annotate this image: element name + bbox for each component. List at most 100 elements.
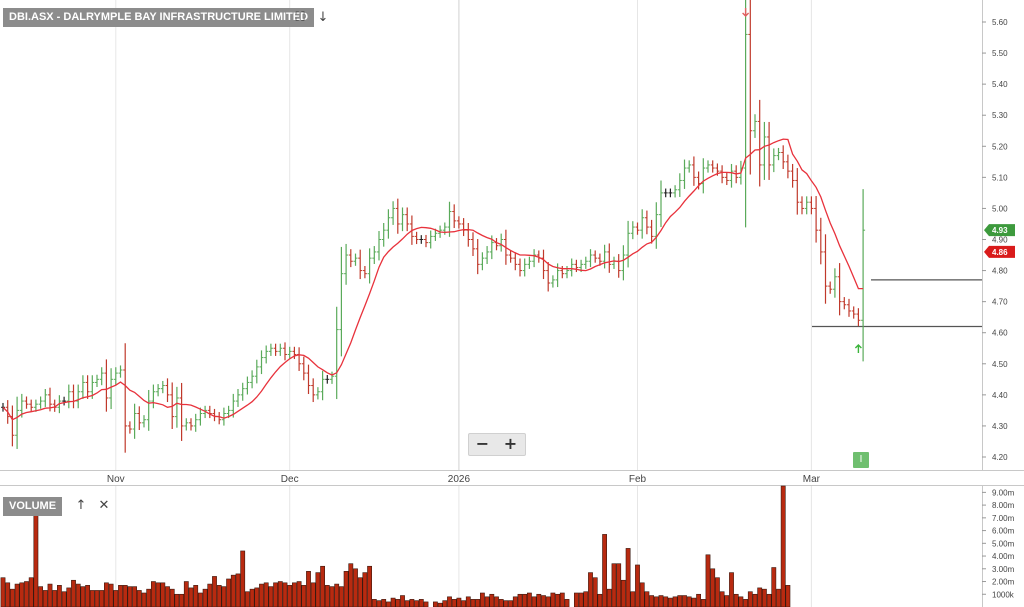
volume-bar [470, 599, 476, 607]
volume-bar [447, 596, 452, 607]
volume-bar [545, 596, 551, 607]
volume-bar [353, 568, 358, 607]
volume-bar [498, 599, 504, 607]
arrow-up-icon[interactable]: ↑ [75, 498, 87, 513]
volume-bar [202, 588, 208, 607]
volume-bar [700, 599, 706, 607]
volume-bar [52, 590, 58, 607]
volume-bar [423, 601, 429, 607]
ma-value-tag-shape [984, 245, 1015, 258]
volume-bar [216, 585, 222, 607]
volume-bar [249, 588, 255, 607]
volume-bar [517, 593, 523, 607]
volume-bar [212, 576, 217, 607]
volume-bar [531, 596, 537, 607]
volume-bar [442, 600, 448, 607]
volume-bar [696, 593, 701, 607]
volume-bar [94, 590, 100, 607]
volume-bar [522, 593, 528, 607]
close-icon[interactable]: ✕ [98, 498, 110, 513]
volume-bar [376, 600, 382, 607]
info-badge[interactable]: I [853, 452, 869, 468]
zoom-controls: − + [468, 433, 526, 456]
volume-bar [169, 588, 175, 607]
volume-bar [630, 591, 636, 607]
volume-bar [310, 582, 316, 607]
price-tick-label: 5.40 [992, 80, 1008, 89]
volume-bar [367, 565, 372, 607]
moving-average-line [2, 138, 864, 421]
volume-bar [329, 586, 335, 607]
volume-bar [188, 587, 194, 607]
volume-bar [663, 596, 669, 607]
volume-tick-label: 9.00m [992, 488, 1015, 497]
volume-bar [766, 593, 772, 607]
price-tick-label: 4.90 [992, 236, 1008, 245]
volume-bar [503, 600, 509, 607]
volume-bar [418, 599, 424, 607]
volume-bar [588, 572, 593, 607]
volume-bar [263, 582, 269, 607]
last-price-tag-text: 4.93 [992, 226, 1008, 235]
volume-bar [198, 592, 203, 607]
volume-bar [348, 563, 354, 607]
volume-bar [611, 563, 617, 607]
volume-bar [85, 585, 90, 607]
volume-bar [75, 583, 81, 607]
volume-bar [564, 599, 570, 607]
volume-bar [240, 550, 246, 607]
volume-bar [677, 595, 683, 607]
volume-tick-label: 1000k [992, 590, 1015, 599]
volume-bar [42, 590, 48, 607]
volume-bar [5, 582, 11, 607]
volume-bar [719, 591, 725, 607]
last-price-tag-shape [984, 224, 1015, 237]
chart-title: DBI.ASX - DALRYMPLE BAY INFRASTRUCTURE L… [3, 8, 315, 27]
x-axis-label: Feb [629, 474, 647, 485]
price-tick-label: 5.60 [992, 18, 1008, 27]
volume-bar [277, 581, 283, 607]
fullscreen-icon[interactable]: ⛶ [295, 10, 305, 25]
volume-tick-label: 3.00m [992, 565, 1015, 574]
volume-bar [785, 585, 791, 607]
volume-bar [33, 512, 39, 607]
volume-bar [404, 600, 410, 607]
volume-bar [14, 583, 20, 607]
ma-value-tag-text: 4.86 [992, 248, 1008, 257]
volume-bar [667, 597, 673, 607]
zoom-out-button[interactable]: − [475, 434, 490, 453]
volume-bar [104, 582, 109, 607]
volume-bar [714, 577, 720, 607]
volume-bar [160, 582, 166, 607]
volume-bar [254, 587, 260, 607]
volume-bar [465, 596, 471, 607]
volume-bar [771, 567, 777, 607]
volume-bar [301, 585, 307, 607]
zoom-in-button[interactable]: + [503, 434, 518, 453]
volume-bar [151, 581, 156, 607]
volume-bar [780, 485, 786, 607]
price-tick-label: 4.70 [992, 298, 1008, 307]
volume-bar [526, 592, 532, 607]
volume-bar [738, 596, 744, 607]
download-arrow-icon[interactable]: ↓ [317, 10, 329, 25]
volume-bar [724, 595, 730, 607]
volume-bar [28, 577, 34, 607]
x-axis-label: Mar [803, 474, 821, 485]
volume-bar [494, 596, 499, 607]
volume-bar [259, 583, 264, 607]
volume-bar [24, 581, 29, 607]
volume-bar [165, 586, 170, 607]
volume-bar [461, 600, 466, 607]
volume-bar [122, 585, 128, 607]
price-tick-label: 5.50 [992, 49, 1008, 58]
volume-bar [555, 593, 560, 607]
ma-value-tag: 4.86 [984, 245, 1015, 258]
volume-tick-label: 4.00m [992, 552, 1015, 561]
volume-bar [47, 583, 53, 607]
volume-bar [616, 563, 622, 607]
volume-bar [649, 595, 654, 607]
